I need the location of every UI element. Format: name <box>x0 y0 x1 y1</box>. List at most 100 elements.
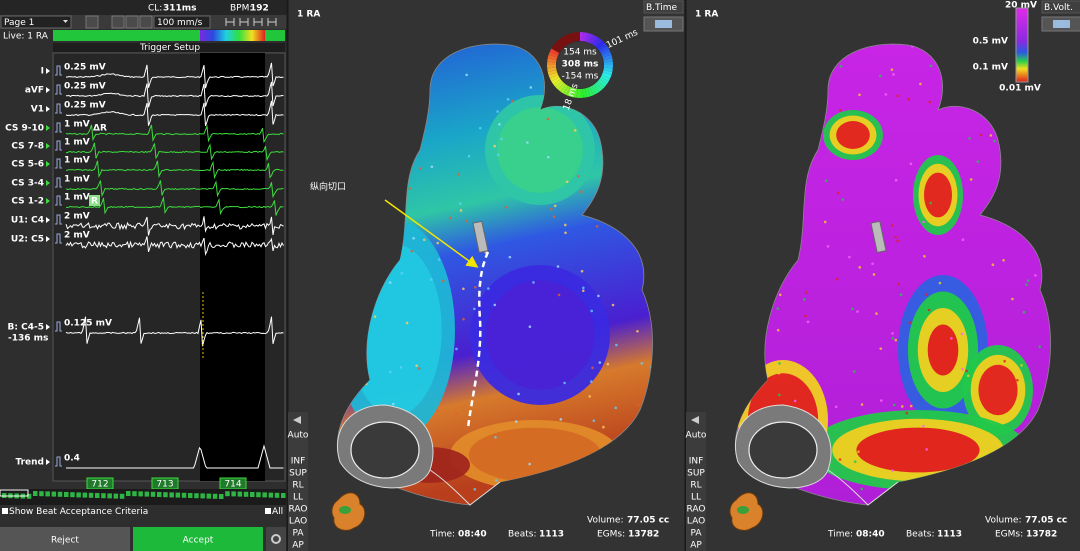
scale-marker <box>55 321 62 332</box>
beat-tick <box>274 492 280 498</box>
egms-value: 13782 <box>628 530 659 540</box>
view-button[interactable]: Auto <box>686 431 707 441</box>
map-point <box>549 207 553 211</box>
map-region <box>836 121 870 149</box>
ring-segment <box>601 72 612 79</box>
view-button[interactable]: RAO <box>687 505 706 515</box>
view-button[interactable]: PA <box>292 529 304 539</box>
ring-segment <box>573 88 578 98</box>
channel-label: V1 <box>31 105 44 115</box>
channel-label: U2: C5 <box>11 235 44 245</box>
ring-segment <box>585 87 591 98</box>
beat-tick <box>281 493 286 498</box>
map-point <box>465 73 468 77</box>
map-point <box>581 289 585 293</box>
map-point <box>838 458 842 461</box>
window-area <box>200 53 265 481</box>
checkbox[interactable] <box>2 508 8 514</box>
map-point <box>848 255 851 259</box>
tool-icon[interactable] <box>225 18 235 26</box>
channel-scale: 1 mV <box>64 138 90 148</box>
view-button[interactable]: SUP <box>289 469 307 479</box>
beat-tick <box>194 493 199 499</box>
view-button[interactable]: RL <box>292 481 303 491</box>
dropdown-arrow <box>63 20 68 23</box>
ring-segment <box>557 38 566 48</box>
beat-number: 714 <box>224 480 241 490</box>
volume-value: 77.05 cc <box>1025 516 1067 526</box>
channel-label: CS 7-8 <box>11 142 44 152</box>
trigger-setup[interactable]: Trigger Setup <box>139 43 200 53</box>
time-label: Time: <box>827 530 853 540</box>
ring-segment <box>582 88 587 98</box>
view-button[interactable]: LL <box>691 493 701 503</box>
tool-icon[interactable] <box>239 18 249 26</box>
tool-button[interactable] <box>111 15 125 29</box>
map-point <box>592 419 596 422</box>
map-point <box>919 82 922 86</box>
beat-tick <box>225 491 230 497</box>
settings-button[interactable] <box>266 527 286 551</box>
view-button[interactable]: RAO <box>289 505 308 515</box>
map-point <box>989 134 993 137</box>
channel-scale: 1 mV <box>64 193 90 203</box>
tool-button[interactable] <box>139 15 153 29</box>
beat-tick <box>243 491 249 497</box>
map-region <box>924 172 952 218</box>
map-point <box>894 235 897 239</box>
map-point <box>373 315 377 318</box>
channel-arrow <box>46 68 50 74</box>
channel-scale: 1 mV <box>64 156 90 166</box>
accept-button[interactable] <box>133 527 263 551</box>
map-select[interactable] <box>643 0 684 14</box>
view-button[interactable]: INF <box>291 457 306 467</box>
ring-segment <box>596 40 605 49</box>
map-point <box>969 178 973 181</box>
beat-tick <box>212 493 218 499</box>
map-point <box>464 219 468 223</box>
checkbox[interactable] <box>265 508 271 514</box>
view-button[interactable]: LAO <box>687 517 705 527</box>
map-select[interactable] <box>1041 0 1080 14</box>
ring-segment <box>548 72 559 79</box>
scale-marker <box>55 177 62 188</box>
view-button[interactable]: INF <box>689 457 704 467</box>
map-point <box>953 220 957 223</box>
tool-button[interactable] <box>125 15 139 29</box>
speed-select[interactable] <box>153 15 211 29</box>
scale-marker <box>55 122 62 133</box>
map-title: 1 RA <box>297 10 320 20</box>
map-point <box>493 303 497 307</box>
view-button[interactable]: AP <box>690 541 702 551</box>
delta-r: ΔR <box>93 124 107 134</box>
tool-icon[interactable] <box>253 18 263 26</box>
scale-marker <box>55 195 62 206</box>
ring-segment <box>592 36 600 46</box>
reject-button[interactable] <box>0 527 130 551</box>
view-button[interactable]: RL <box>690 481 701 491</box>
page-select[interactable] <box>0 15 72 29</box>
waveform <box>65 216 284 236</box>
volume-label: Volume: <box>985 516 1022 526</box>
view-button[interactable]: SUP <box>687 469 705 479</box>
beat-tick <box>126 491 131 496</box>
live-label: Live: 1 RA <box>3 32 49 42</box>
map-point <box>436 241 440 245</box>
map-point <box>839 64 843 68</box>
tool-button[interactable] <box>85 15 99 29</box>
view-button[interactable]: PA <box>690 529 702 539</box>
bpm: 192 <box>250 4 269 14</box>
view-button[interactable]: LL <box>293 493 303 503</box>
map-point <box>851 307 854 311</box>
view-button[interactable]: LAO <box>289 517 307 527</box>
view-button[interactable]: Auto <box>288 431 309 441</box>
ring-segment <box>600 74 611 82</box>
map-point <box>1026 279 1030 282</box>
map-point <box>777 393 781 397</box>
beat-tick <box>132 491 137 497</box>
tool-icon[interactable] <box>267 18 277 26</box>
view-button[interactable]: AP <box>292 541 304 551</box>
map-point <box>496 153 500 157</box>
map-point <box>1034 274 1037 277</box>
